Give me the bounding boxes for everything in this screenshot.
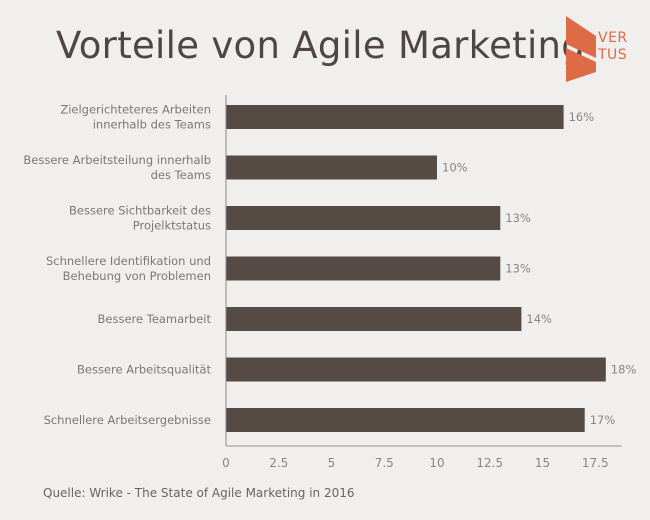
bar — [226, 408, 585, 432]
vertus-logo-icon — [566, 16, 596, 82]
bar-value-label: 10% — [442, 161, 468, 175]
x-tick-label: 15 — [535, 456, 550, 470]
logo-shape-bottom — [566, 48, 596, 82]
bar — [226, 206, 501, 230]
bar-value-label: 18% — [611, 363, 637, 377]
chart-title: Vorteile von Agile Marketing — [56, 24, 586, 67]
category-label: Bessere Arbeitsqualität — [77, 363, 211, 377]
logo-text-line2: TUS — [598, 47, 628, 63]
category-label: Schnellere Identifikation und — [46, 254, 211, 268]
bar-value-label: 13% — [505, 211, 531, 225]
bars-layer: 16% 10% 13% 13% 14% 18% 17% — [226, 105, 636, 432]
bar — [226, 155, 437, 180]
bar-value-label: 13% — [505, 262, 531, 276]
category-label: Bessere Arbeitsteilung innerhalb — [23, 153, 211, 167]
bar-value-label: 16% — [569, 110, 595, 124]
category-label: Behebung von Problemen — [63, 269, 211, 283]
category-label: Bessere Sichtbarkeit des — [69, 204, 211, 218]
logo-text-line1: VER — [598, 30, 628, 46]
x-tick-label: 5 — [328, 456, 336, 470]
category-label: des Teams — [151, 168, 211, 182]
source-note: Quelle: Wrike - The State of Agile Marke… — [43, 486, 355, 500]
bar — [226, 357, 606, 382]
bar — [226, 256, 501, 281]
x-tick-label: 0 — [222, 456, 230, 470]
x-tick-label: 17.5 — [582, 456, 609, 470]
x-tick-label: 10 — [429, 456, 444, 470]
category-label: innerhalb des Teams — [93, 118, 211, 132]
bar-value-label: 14% — [526, 312, 552, 326]
bar — [226, 105, 564, 129]
category-label: Bessere Teamarbeit — [98, 312, 212, 326]
category-label: Zielgerichteteres Arbeiten — [60, 103, 211, 117]
logo-shape-top — [566, 16, 596, 58]
bar-value-label: 17% — [590, 413, 616, 427]
x-tick-label: 12.5 — [476, 456, 503, 470]
category-label: Schnellere Arbeitsergebnisse — [44, 413, 211, 427]
bar — [226, 307, 522, 331]
x-tick-label: 2.5 — [269, 456, 288, 470]
x-tick-label: 7.5 — [375, 456, 394, 470]
category-label: Projelktstatus — [133, 219, 211, 233]
